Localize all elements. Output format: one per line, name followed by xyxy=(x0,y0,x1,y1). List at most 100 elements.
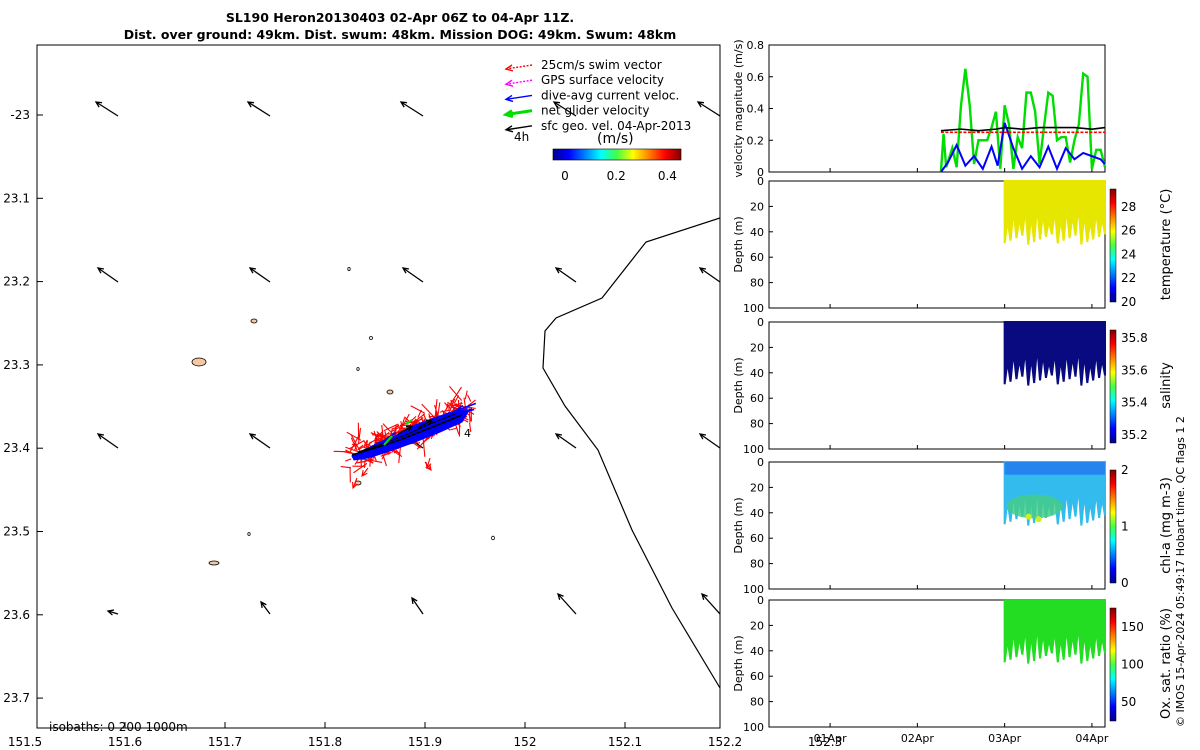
reef-patch xyxy=(369,336,373,340)
swim-vector xyxy=(424,461,432,472)
map-x-tick-label: 152 xyxy=(514,735,537,749)
depth-colorbar-tick-label: 35.8 xyxy=(1121,331,1148,345)
depth-colorbar-tick-label: 150 xyxy=(1121,620,1144,634)
velocity-ylabel: velocity magnitude (m/s) xyxy=(732,39,745,177)
chl-surface-band xyxy=(1004,462,1105,475)
velocity-y-tick-label: 0.8 xyxy=(747,39,765,52)
legend-item: GPS surface velocity xyxy=(504,73,664,87)
map-y-tick-label: -23 xyxy=(10,108,30,122)
depth-colorbar-tick-label: 28 xyxy=(1121,200,1136,214)
date-tick-label: 02Apr xyxy=(901,732,935,745)
map-x-tick-label: 151.6 xyxy=(108,735,142,749)
sfc-geo-arrow xyxy=(552,101,577,117)
velocity-y-tick-label: 0.2 xyxy=(747,134,765,147)
swim-vector xyxy=(372,434,390,437)
swim-vector xyxy=(421,403,434,417)
swim-vector xyxy=(444,402,450,408)
depth-panel-3: 0 20 40 60 80 100 Depth (m) 0 1 2 chl-a (mg m-3) xyxy=(732,456,1174,596)
sfc-geo-arrow xyxy=(96,267,119,283)
depth-y-tick-label: 100 xyxy=(743,302,764,315)
depth-colorbar-tick-label: 0 xyxy=(1121,576,1129,590)
map-y-tick-label: 23.2 xyxy=(3,275,30,289)
legend-label: dive-avg current veloc. xyxy=(541,88,679,102)
swim-vector xyxy=(374,430,384,441)
depth-y-tick-label: 80 xyxy=(750,418,764,431)
time-step-label: 4h xyxy=(514,130,529,144)
depth-colorbar-tick-label: 100 xyxy=(1121,658,1144,672)
sfc-geo-arrow xyxy=(417,419,434,429)
swim-vector xyxy=(381,451,387,467)
swim-vector xyxy=(417,409,422,418)
sfc-geo-arrow xyxy=(698,267,720,283)
depth-y-tick-label: 0 xyxy=(757,316,764,329)
swim-vector xyxy=(410,418,423,424)
sfc-geo-arrow xyxy=(399,101,424,117)
map-x-tick-label: 151.9 xyxy=(408,735,442,749)
sfc-geo-arrow xyxy=(698,433,720,449)
map-x-tick-label: 152.2 xyxy=(708,735,742,749)
map-x-tick-label: 151.5 xyxy=(8,735,42,749)
depth-colorbar-tick-label: 1 xyxy=(1121,520,1129,534)
swim-vector xyxy=(439,409,451,413)
depth-colorbar-tick-label: 35.2 xyxy=(1121,428,1148,442)
dive-avg-vector xyxy=(455,408,473,416)
series-line-dive-avg-current-veloc- xyxy=(940,122,1106,173)
sfc-geo-arrow xyxy=(106,609,119,616)
depth-y-tick-label: 60 xyxy=(750,670,764,683)
legend-line xyxy=(505,125,533,131)
swim-vector xyxy=(450,427,457,431)
depth-y-tick-label: 80 xyxy=(750,558,764,571)
swim-vector xyxy=(340,466,351,469)
swim-vector xyxy=(357,428,362,444)
series-line-net-glider-velocity xyxy=(939,68,1107,173)
dive-avg-vector xyxy=(407,422,426,432)
reef-patch xyxy=(191,357,207,367)
depth-y-tick-label: 0 xyxy=(757,456,764,469)
swim-vector xyxy=(361,467,369,478)
swim-vector xyxy=(362,458,373,463)
depth-colorbar-label: Ox. sat. ratio (%) xyxy=(1159,608,1174,719)
map-y-tick-label: 23.7 xyxy=(3,691,30,705)
map-y-tick-label: 23.5 xyxy=(3,525,30,539)
swim-vector xyxy=(402,413,410,426)
map-y-tick-label: 23.3 xyxy=(3,358,30,372)
swim-vector xyxy=(373,430,379,444)
map-x-tick-label: 152.1 xyxy=(608,735,642,749)
depth-colorbar-label: salinity xyxy=(1159,362,1174,409)
swim-vector xyxy=(345,458,352,462)
depth-profile-data xyxy=(1003,321,1106,386)
depth-colorbar xyxy=(1109,607,1117,722)
depth-colorbar-tick-label: 35.6 xyxy=(1121,363,1148,377)
legend-arrowhead xyxy=(502,109,514,119)
sfc-geo-arrow xyxy=(248,267,271,283)
depth-ylabel: Depth (m) xyxy=(732,497,745,553)
legend-item: 25cm/s swim vector xyxy=(504,58,662,72)
legend-line xyxy=(505,109,533,117)
reef-patch xyxy=(247,532,251,536)
swim-vector xyxy=(469,422,472,433)
map-panel: 151.5 151.6 151.7 151.8 151.9 152 152.1 152.2 15… xyxy=(3,44,842,749)
dive-avg-vector xyxy=(412,426,429,435)
legend-arrowhead xyxy=(504,79,514,87)
map-axes-box xyxy=(36,44,721,729)
speed-colorbar-tick-label: 0.4 xyxy=(658,169,677,183)
map-x-ticks: 151.5 151.6 151.7 151.8 151.9 152 152.1 152.2 15… xyxy=(8,722,842,749)
isobath-line xyxy=(542,217,720,689)
isobaths-label: isobaths: 0 200 1000m xyxy=(49,720,188,734)
swim-vector xyxy=(356,461,364,464)
depth-colorbar-tick-label: 35.4 xyxy=(1121,396,1148,410)
sfc-geo-arrow xyxy=(96,433,119,449)
depth-colorbar-tick-label: 22 xyxy=(1121,271,1136,285)
depth-y-tick-label: 60 xyxy=(750,392,764,405)
velocity-y-tick-label: 0.6 xyxy=(747,71,765,84)
swim-vector xyxy=(358,444,364,449)
reef-patch xyxy=(208,560,220,566)
date-tick-label: 04Apr xyxy=(1075,732,1109,745)
chl-high-point xyxy=(1035,516,1042,523)
depth-panel-1: 0 20 40 60 80 100 Depth (m) 20 22 24 26 28 temperatu… xyxy=(732,175,1174,315)
depth-panel-2: 0 20 40 60 80 100 Depth (m) 35.2 35.4 35.6 35.8 sal… xyxy=(732,316,1174,456)
dive-avg-vector xyxy=(459,402,477,411)
depth-profile-data xyxy=(1003,180,1106,245)
